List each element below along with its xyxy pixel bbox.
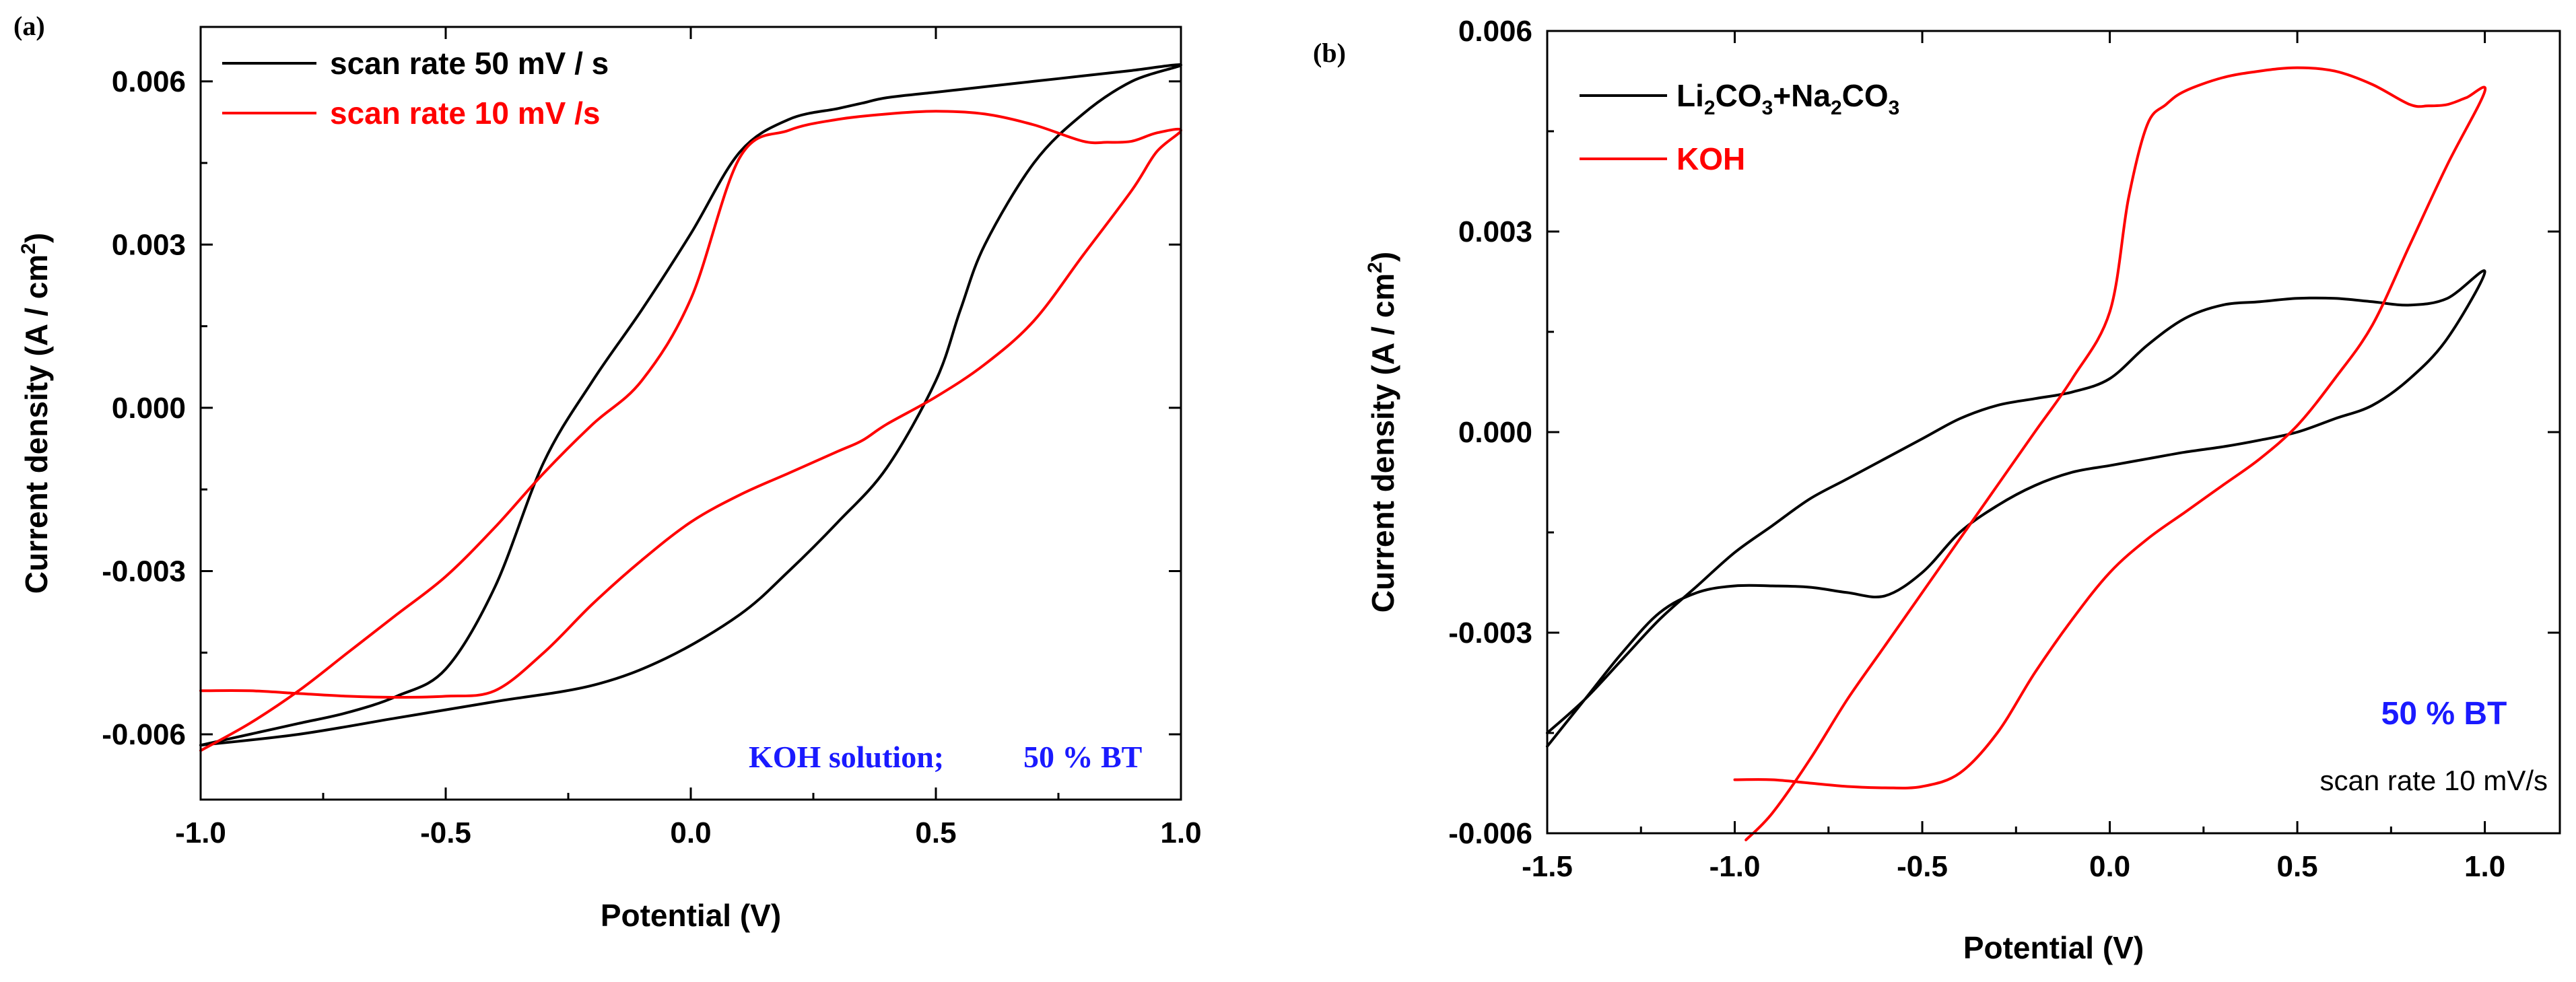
panel-b-xlabel: Potential (V) bbox=[1963, 930, 2144, 965]
x-tick-label: -0.5 bbox=[420, 816, 471, 849]
x-tick-label: -0.5 bbox=[1897, 850, 1948, 883]
x-tick-label: 1.0 bbox=[1160, 816, 1201, 849]
x-tick-label: -1.5 bbox=[1522, 850, 1573, 883]
series-line-b-0 bbox=[1546, 269, 2486, 748]
panel-b-frame bbox=[1546, 30, 2561, 835]
panel-a-ylabel: Current density (A / cm2) bbox=[18, 233, 54, 594]
x-tick-label: 0.0 bbox=[670, 816, 711, 849]
panel-a-ticks: -1.0 -0.5 0.0 0.5 1.0 0.006 0.003 0.000 -0.003 -0… bbox=[102, 27, 1202, 849]
x-tick-label: -1.0 bbox=[175, 816, 226, 849]
panel-a-annotation-solution: KOH solution; bbox=[749, 740, 944, 774]
y-tick-label: 0.000 bbox=[112, 392, 186, 425]
x-tick-label: 1.0 bbox=[2464, 850, 2505, 883]
legend-a-label-50: scan rate 50 mV / s bbox=[330, 46, 609, 81]
y-tick-label: 0.003 bbox=[1458, 215, 1532, 248]
panel-a-xlabel: Potential (V) bbox=[601, 898, 781, 933]
y-tick-label: 0.003 bbox=[112, 228, 186, 261]
y-tick-label: 0.006 bbox=[112, 65, 186, 98]
panel-b-annotation-bt: 50 % BT bbox=[2381, 696, 2507, 732]
series-line-a-0 bbox=[199, 63, 1182, 747]
x-tick-label: -1.0 bbox=[1709, 850, 1761, 883]
y-tick-label: -0.006 bbox=[102, 718, 186, 751]
legend-b-label-koh: KOH bbox=[1676, 141, 1745, 176]
panel-b: (b) -1.5 -1.0 -0.5 0.0 0.5 1.0 0.006 0.003 0.000… bbox=[1313, 15, 2561, 965]
x-tick-label: 0.5 bbox=[915, 816, 956, 849]
panel-a: (a) -1.0 -0.5 0.0 0.5 1.0 0.006 0.003 0.000 -0.0… bbox=[13, 11, 1202, 933]
panel-b-ticks: -1.5 -1.0 -0.5 0.0 0.5 1.0 0.006 0.003 0.000 -0.0… bbox=[1448, 15, 2560, 883]
legend-a-label-10: scan rate 10 mV /s bbox=[330, 96, 600, 131]
y-tick-label: 0.000 bbox=[1458, 416, 1532, 449]
panel-a-label: (a) bbox=[13, 11, 45, 41]
y-tick-label: -0.003 bbox=[102, 555, 186, 588]
legend-b-label-carbonate: Li2CO3+Na2CO3 bbox=[1676, 78, 1899, 119]
y-tick-label: -0.006 bbox=[1448, 817, 1532, 850]
x-tick-label: 0.5 bbox=[2276, 850, 2317, 883]
x-tick-label: 0.0 bbox=[2089, 850, 2130, 883]
panel-a-legend: scan rate 50 mV / s scan rate 10 mV /s bbox=[222, 46, 609, 131]
panel-b-legend: Li2CO3+Na2CO3 KOH bbox=[1580, 78, 1899, 176]
y-tick-label: -0.003 bbox=[1448, 617, 1532, 650]
panel-a-curves bbox=[199, 63, 1182, 752]
panel-b-label: (b) bbox=[1313, 38, 1346, 68]
panel-a-frame bbox=[199, 26, 1182, 801]
panel-b-ylabel: Current density (A / cm2) bbox=[1364, 252, 1400, 612]
series-line-a-1 bbox=[199, 110, 1182, 752]
series-line-b-1 bbox=[1733, 66, 2487, 841]
panel-a-annotation-bt: 50 % BT bbox=[1023, 740, 1142, 774]
y-tick-label: 0.006 bbox=[1458, 15, 1532, 48]
panel-b-annotation-scanrate: scan rate 10 mV/s bbox=[2320, 765, 2548, 796]
panel-b-curves bbox=[1546, 66, 2487, 841]
